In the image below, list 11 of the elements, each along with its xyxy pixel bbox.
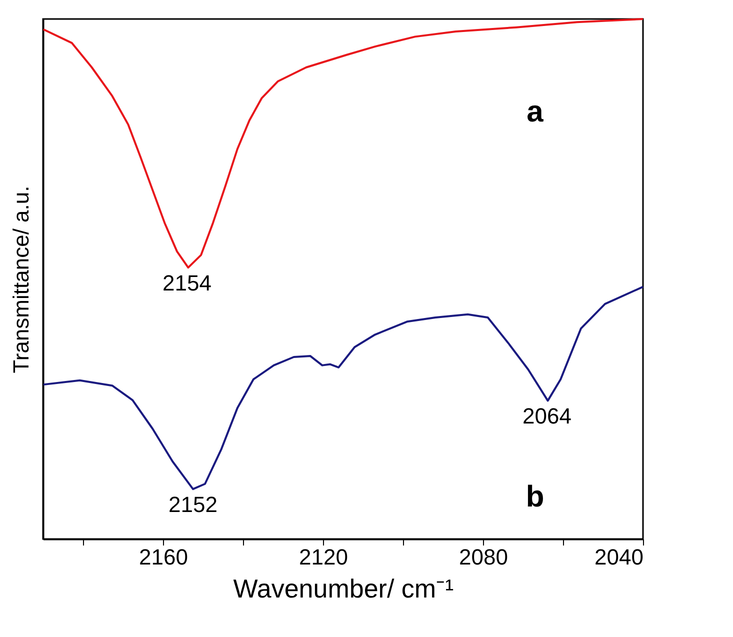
x-tick-label: 2040 bbox=[594, 544, 644, 570]
annotation: 2152 bbox=[168, 492, 218, 518]
text: a bbox=[526, 96, 544, 129]
annotation: 2154 bbox=[162, 270, 212, 296]
y-axis-title: Transmittance/ a.u. bbox=[8, 186, 34, 374]
x-tick-label: 2160 bbox=[139, 544, 188, 570]
x-tick-label: 2080 bbox=[459, 544, 508, 570]
text: b bbox=[526, 480, 544, 514]
x-tick-label: 2120 bbox=[299, 544, 348, 570]
x-axis-title: Wavenumber/ cm⁻¹ bbox=[233, 574, 454, 604]
annotation: 2064 bbox=[522, 404, 572, 429]
